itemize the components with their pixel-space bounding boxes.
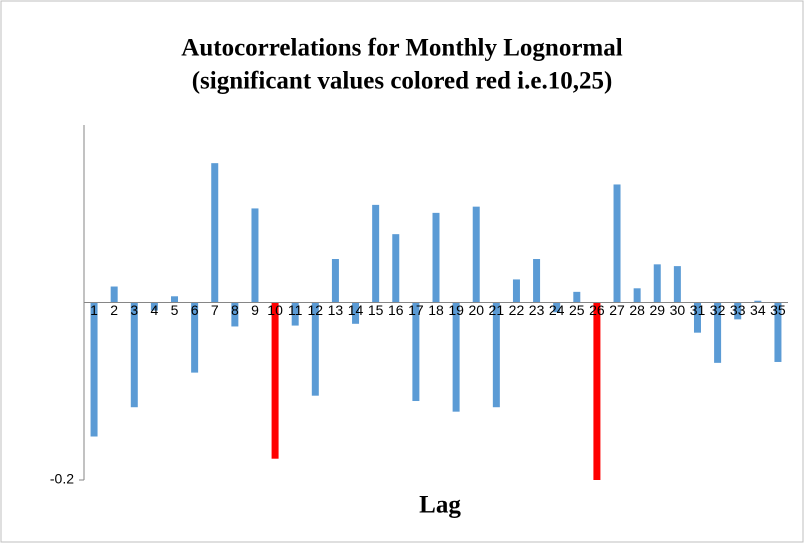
- bar: [452, 302, 460, 412]
- x-tick-label: 14: [348, 302, 364, 318]
- x-tick-label: 31: [690, 302, 706, 318]
- y-tick-label: -0.2: [50, 471, 74, 487]
- x-tick-label: 16: [388, 302, 404, 318]
- x-tick-label: 3: [130, 302, 138, 318]
- x-tick-label: 5: [171, 302, 179, 318]
- x-tick-label: 7: [211, 302, 219, 318]
- bar: [553, 302, 561, 313]
- bar: [714, 302, 722, 363]
- bar: [90, 302, 98, 437]
- x-tick-label: 11: [288, 302, 303, 318]
- bar: [432, 212, 440, 303]
- x-tick-label: 17: [408, 302, 424, 318]
- bar: [633, 288, 641, 303]
- x-tick-label: 23: [529, 302, 545, 318]
- bar: [171, 296, 179, 303]
- x-tick-label: 28: [629, 302, 645, 318]
- bar: [472, 206, 480, 303]
- bar: [492, 302, 500, 408]
- bar: [774, 302, 782, 362]
- bar: [573, 291, 581, 303]
- bar: [372, 204, 380, 303]
- bar: [311, 302, 319, 396]
- x-tick-label: 18: [428, 302, 444, 318]
- x-tick-label: 1: [90, 302, 98, 318]
- bar: [392, 234, 400, 303]
- bar: [512, 279, 520, 303]
- bar: [211, 163, 219, 303]
- x-tick-label: 19: [448, 302, 464, 318]
- bar: [593, 302, 601, 480]
- x-axis-label: Lag: [419, 492, 461, 519]
- bar: [352, 302, 360, 324]
- bar: [653, 264, 661, 303]
- x-tick-label: 33: [730, 302, 746, 318]
- x-tick-label: 6: [191, 302, 199, 318]
- bar: [130, 302, 138, 408]
- x-tick-label: 13: [328, 302, 344, 318]
- bar: [533, 259, 541, 303]
- bar: [412, 302, 420, 402]
- x-tick-label: 2: [110, 302, 118, 318]
- x-tick-label: 35: [770, 302, 786, 318]
- x-tick-label: 21: [489, 302, 505, 318]
- x-tick-label: 8: [231, 302, 239, 318]
- bar: [754, 300, 762, 303]
- x-tick-label: 10: [267, 302, 283, 318]
- bar: [613, 184, 621, 303]
- x-tick-label: 24: [549, 302, 565, 318]
- x-tick-label: 30: [670, 302, 686, 318]
- x-tick-label: 22: [509, 302, 525, 318]
- bar: [693, 302, 701, 333]
- bar: [271, 302, 279, 459]
- x-tick-label: 15: [368, 302, 384, 318]
- x-tick-label: 29: [649, 302, 665, 318]
- bar: [231, 302, 239, 327]
- x-tick-label: 34: [750, 302, 766, 318]
- x-tick-label: 9: [251, 302, 259, 318]
- bar: [734, 302, 742, 320]
- bar: [291, 302, 299, 326]
- x-tick-label: 12: [308, 302, 324, 318]
- bar: [331, 259, 339, 303]
- x-tick-label: 4: [151, 302, 159, 318]
- bar: [673, 266, 681, 303]
- x-tick-label: 25: [569, 302, 585, 318]
- chart-subtitle: (significant values colored red i.e.10,2…: [192, 68, 613, 95]
- x-tick-label: 20: [468, 302, 484, 318]
- x-tick-label: 27: [609, 302, 625, 318]
- bar: [110, 286, 118, 303]
- bar: [150, 302, 158, 311]
- x-tick-label: 32: [710, 302, 726, 318]
- chart-title: Autocorrelations for Monthly Lognormal: [181, 35, 622, 62]
- bar: [251, 208, 259, 303]
- bar: [191, 302, 199, 373]
- x-tick-label: 26: [589, 302, 605, 318]
